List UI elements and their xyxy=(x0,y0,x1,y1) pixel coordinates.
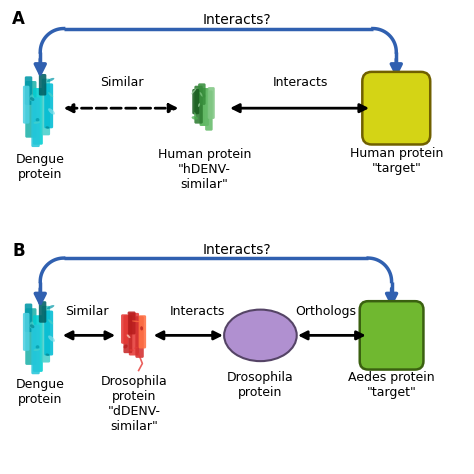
Text: Dengue
protein: Dengue protein xyxy=(16,153,64,181)
Text: Interacts?: Interacts? xyxy=(203,13,271,27)
Ellipse shape xyxy=(34,121,40,124)
FancyBboxPatch shape xyxy=(136,316,144,358)
Ellipse shape xyxy=(47,305,55,309)
Ellipse shape xyxy=(30,324,35,328)
Ellipse shape xyxy=(48,319,53,324)
FancyBboxPatch shape xyxy=(33,315,43,372)
FancyBboxPatch shape xyxy=(200,88,209,126)
FancyBboxPatch shape xyxy=(128,311,136,335)
Ellipse shape xyxy=(34,348,40,351)
Ellipse shape xyxy=(140,326,143,330)
FancyBboxPatch shape xyxy=(39,74,46,96)
FancyBboxPatch shape xyxy=(39,301,46,323)
Ellipse shape xyxy=(30,97,35,101)
Ellipse shape xyxy=(46,126,49,129)
Ellipse shape xyxy=(48,108,55,115)
FancyBboxPatch shape xyxy=(205,91,213,131)
Ellipse shape xyxy=(202,94,205,98)
Ellipse shape xyxy=(134,347,137,349)
FancyBboxPatch shape xyxy=(129,313,139,356)
Text: Aedes protein
"target": Aedes protein "target" xyxy=(348,371,435,399)
FancyBboxPatch shape xyxy=(42,79,50,136)
FancyBboxPatch shape xyxy=(23,86,29,124)
FancyBboxPatch shape xyxy=(194,86,203,124)
FancyBboxPatch shape xyxy=(25,76,32,105)
FancyBboxPatch shape xyxy=(25,81,36,137)
FancyBboxPatch shape xyxy=(362,72,430,145)
Text: Human protein
"target": Human protein "target" xyxy=(350,146,443,174)
Text: B: B xyxy=(12,242,25,260)
FancyBboxPatch shape xyxy=(44,310,53,356)
FancyBboxPatch shape xyxy=(31,325,40,374)
Ellipse shape xyxy=(224,310,297,361)
FancyBboxPatch shape xyxy=(42,306,50,363)
FancyBboxPatch shape xyxy=(25,308,36,365)
FancyBboxPatch shape xyxy=(44,83,53,128)
FancyBboxPatch shape xyxy=(198,83,206,105)
Text: Drosophila
protein
"dDENV-
similar": Drosophila protein "dDENV- similar" xyxy=(100,375,167,433)
Ellipse shape xyxy=(36,345,39,349)
Text: Interacts?: Interacts? xyxy=(203,243,271,256)
Ellipse shape xyxy=(200,92,203,97)
Text: Similar: Similar xyxy=(65,305,109,318)
Text: Similar: Similar xyxy=(100,76,144,90)
Ellipse shape xyxy=(194,112,196,117)
FancyBboxPatch shape xyxy=(192,89,199,114)
FancyBboxPatch shape xyxy=(360,301,423,370)
Ellipse shape xyxy=(191,116,198,119)
Ellipse shape xyxy=(198,103,200,107)
Text: Interacts: Interacts xyxy=(170,305,225,318)
Ellipse shape xyxy=(48,336,55,342)
Text: Interacts: Interacts xyxy=(273,76,328,90)
Ellipse shape xyxy=(48,92,53,97)
FancyBboxPatch shape xyxy=(33,88,43,145)
Ellipse shape xyxy=(191,88,196,94)
Ellipse shape xyxy=(127,335,130,338)
Ellipse shape xyxy=(132,320,139,322)
Ellipse shape xyxy=(124,345,128,348)
FancyBboxPatch shape xyxy=(123,315,132,353)
Ellipse shape xyxy=(29,94,34,101)
Text: Dengue
protein: Dengue protein xyxy=(16,377,64,406)
FancyBboxPatch shape xyxy=(208,87,215,119)
FancyBboxPatch shape xyxy=(25,303,32,332)
Ellipse shape xyxy=(129,349,134,351)
Text: Drosophila
protein: Drosophila protein xyxy=(227,371,294,399)
FancyBboxPatch shape xyxy=(121,314,128,344)
Ellipse shape xyxy=(47,78,55,82)
Ellipse shape xyxy=(36,118,39,122)
Text: A: A xyxy=(12,10,25,28)
Ellipse shape xyxy=(46,354,49,356)
FancyBboxPatch shape xyxy=(23,313,29,351)
Text: Orthologs: Orthologs xyxy=(295,305,356,318)
FancyBboxPatch shape xyxy=(138,315,146,348)
Ellipse shape xyxy=(29,321,34,328)
Text: Human protein
"hDENV-
similar": Human protein "hDENV- similar" xyxy=(157,148,251,191)
FancyBboxPatch shape xyxy=(31,97,40,147)
